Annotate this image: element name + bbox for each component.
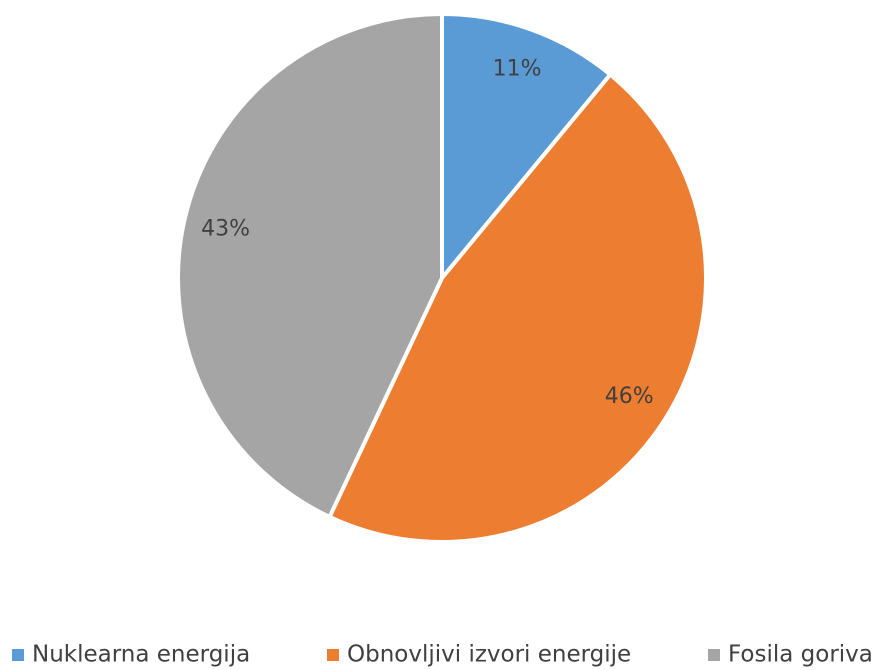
legend-label: Obnovljivi izvori energije	[347, 642, 631, 668]
pie-slice	[327, 72, 708, 544]
data-label: 43%	[201, 217, 250, 242]
data-label: 11%	[493, 56, 542, 81]
legend-swatch	[12, 649, 24, 661]
legend-label: Nuklearna energija	[32, 642, 250, 668]
legend-label: Fosila goriva	[728, 642, 873, 668]
legend-swatch	[327, 649, 339, 661]
pie-slice	[440, 12, 613, 280]
pie-slice	[176, 12, 444, 519]
data-label: 46%	[605, 384, 654, 409]
legend-swatch	[708, 649, 720, 661]
